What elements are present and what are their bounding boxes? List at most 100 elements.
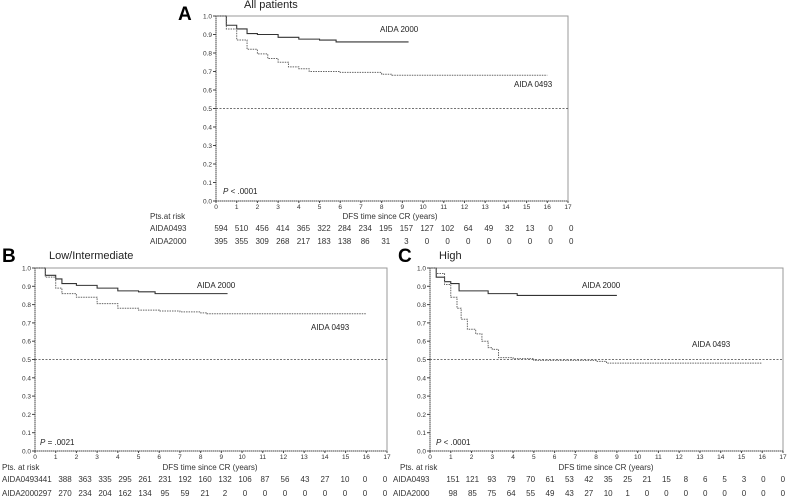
x-tick-label: 1 — [449, 454, 453, 461]
y-tick-label: 0.9 — [417, 284, 426, 291]
risk-value: 270 — [58, 489, 72, 498]
x-tick-label: 2 — [75, 454, 79, 461]
y-tick-label: 0.9 — [22, 284, 31, 291]
x-tick-label: 14 — [502, 204, 510, 211]
risk-value: 79 — [507, 475, 516, 484]
x-tick-label: 10 — [238, 454, 246, 461]
x-tick-label: 17 — [779, 454, 787, 461]
risk-value: 0 — [383, 489, 388, 498]
y-tick-label: 0.0 — [417, 449, 426, 456]
risk-value: 0 — [722, 489, 727, 498]
risk-value: 27 — [321, 475, 330, 484]
x-tick-label: 1 — [235, 204, 239, 211]
y-tick-label: 0.1 — [417, 430, 426, 437]
risk-value: 0 — [487, 237, 492, 246]
risk-value: 13 — [526, 224, 535, 233]
x-tick-label: 15 — [738, 454, 746, 461]
risk-row-label: AIDA0493 — [150, 224, 187, 233]
risk-value: 56 — [281, 475, 290, 484]
y-tick-label: 0.8 — [203, 51, 212, 58]
risk-value: 21 — [201, 489, 210, 498]
risk-value: 0 — [243, 489, 248, 498]
risk-value: 102 — [441, 224, 455, 233]
x-tick-label: 6 — [157, 454, 161, 461]
risk-value: 25 — [623, 475, 632, 484]
y-tick-label: 0.0 — [22, 449, 31, 456]
y-tick-label: 0.3 — [417, 394, 426, 401]
risk-value: 0 — [303, 489, 308, 498]
risk-value: 234 — [359, 224, 373, 233]
risk-value: 195 — [379, 224, 393, 233]
risk-value: 0 — [569, 224, 574, 233]
risk-value: 162 — [118, 489, 132, 498]
survival-curve-aida0493 — [216, 15, 548, 76]
y-tick-label: 0.7 — [22, 320, 31, 327]
p-value-b: P = .0021 — [40, 438, 75, 447]
panel-letter-b: B — [2, 246, 16, 267]
x-tick-label: 12 — [676, 454, 684, 461]
y-tick-label: 0.1 — [203, 180, 212, 187]
y-tick-label: 0.6 — [203, 88, 212, 95]
panel-letter-c: C — [398, 246, 412, 267]
x-tick-label: 8 — [199, 454, 203, 461]
risk-value: 75 — [487, 489, 496, 498]
y-tick-label: 0.2 — [417, 412, 426, 419]
risk-value: 31 — [381, 237, 390, 246]
risk-value: 0 — [548, 237, 553, 246]
risk-value: 0 — [781, 489, 786, 498]
risk-value: 0 — [684, 489, 689, 498]
risk-value: 87 — [261, 475, 270, 484]
risk-value: 335 — [98, 475, 112, 484]
x-tick-label: 4 — [511, 454, 515, 461]
risk-value: 268 — [276, 237, 290, 246]
risk-value: 59 — [181, 489, 190, 498]
series-label-c-aida2000: AIDA 2000 — [582, 281, 621, 290]
x-tick-label: 3 — [490, 454, 494, 461]
risk-value: 93 — [487, 475, 496, 484]
risk-value: 1 — [625, 489, 630, 498]
risk-table-header: Pts.at risk — [150, 212, 186, 221]
x-tick-label: 16 — [544, 204, 552, 211]
y-tick-label: 0.4 — [417, 375, 426, 382]
x-tick-label: 3 — [95, 454, 99, 461]
x-tick-label: 13 — [301, 454, 309, 461]
x-tick-label: 11 — [259, 454, 266, 461]
risk-value: 388 — [58, 475, 72, 484]
x-tick-label: 1 — [54, 454, 58, 461]
risk-value: 42 — [584, 475, 593, 484]
x-tick-label: 2 — [256, 204, 260, 211]
survival-curve-aida2000 — [430, 267, 617, 296]
y-tick-label: 0.5 — [417, 357, 426, 364]
x-tick-label: 9 — [401, 204, 405, 211]
y-tick-label: 0.9 — [203, 32, 212, 39]
risk-value: 95 — [161, 489, 170, 498]
survival-curve-aida0493 — [430, 267, 763, 364]
risk-value: 134 — [138, 489, 152, 498]
risk-value: 43 — [301, 475, 310, 484]
risk-value: 441 — [38, 475, 52, 484]
chart-title-c: High — [439, 250, 462, 262]
risk-value: 0 — [343, 489, 348, 498]
risk-row-label: AIDA0493 — [2, 475, 39, 484]
risk-value: 55 — [526, 489, 535, 498]
risk-value: 231 — [158, 475, 172, 484]
x-tick-label: 5 — [318, 204, 322, 211]
series-label-c-aida0493: AIDA 0493 — [692, 340, 731, 349]
panel-letter-a: A — [178, 4, 192, 25]
chart-title-a: All patients — [244, 0, 298, 11]
x-axis-label: DFS time since CR (years) — [162, 463, 257, 472]
y-tick-label: 0.3 — [22, 394, 31, 401]
x-tick-label: 16 — [759, 454, 767, 461]
survival-curve-aida2000 — [216, 15, 409, 43]
x-tick-label: 16 — [363, 454, 371, 461]
x-tick-label: 11 — [440, 204, 447, 211]
risk-value: 192 — [178, 475, 192, 484]
risk-value: 70 — [526, 475, 535, 484]
risk-value: 0 — [445, 237, 450, 246]
risk-value: 64 — [507, 489, 516, 498]
p-value-a-text: < .0001 — [230, 187, 258, 196]
risk-value: 0 — [569, 237, 574, 246]
risk-value: 309 — [256, 237, 270, 246]
risk-value: 85 — [468, 489, 477, 498]
risk-value: 594 — [214, 224, 228, 233]
